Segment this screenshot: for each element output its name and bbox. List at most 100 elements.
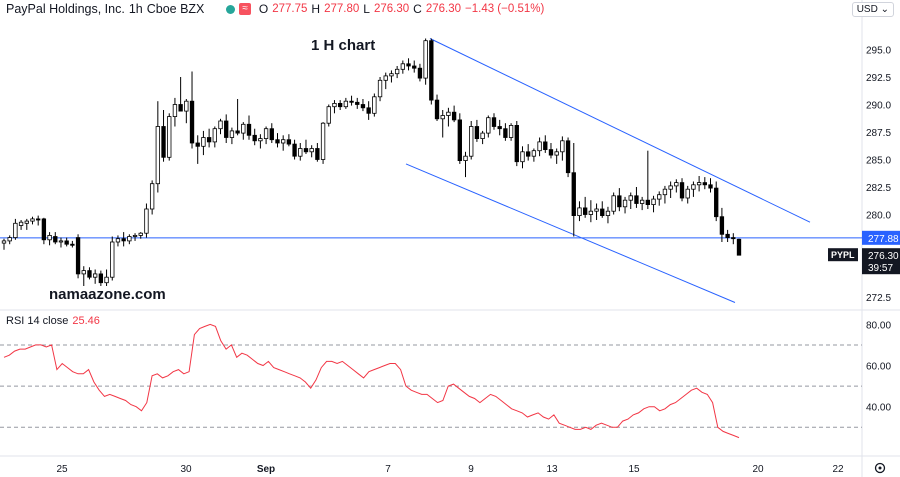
price-tick-label: 280.0 [866,211,891,222]
candle [115,235,121,247]
high-label: H [311,2,321,16]
candle [235,99,240,136]
time-tick-label: 20 [752,464,764,475]
candle-body [167,116,172,158]
candle [719,207,725,242]
candle [98,270,104,286]
candle [366,101,371,120]
candle [634,187,639,208]
candle [702,177,707,190]
candle-body [469,126,474,157]
interval-label[interactable]: 1h [128,2,143,16]
candle-body [115,238,121,243]
market-status-icon [226,4,236,14]
candle-body [195,142,200,147]
candle-body [696,182,702,186]
candle [229,127,235,145]
candle-body [241,123,246,134]
candle [406,58,411,71]
candle-body [64,240,69,245]
candle-body [514,125,519,163]
candle [286,134,292,147]
candle-body [127,236,132,242]
countdown-label: 39:57 [868,263,893,274]
candle-body [714,187,719,218]
currency-selector[interactable]: USD ⌄ [851,2,894,17]
candle-body [571,172,576,216]
candle-body [577,207,582,216]
candle [184,99,189,124]
candle [565,137,571,178]
exchange-label: Cboe BZX [146,2,205,16]
candle [508,123,514,141]
candle [298,143,303,161]
candle-body [161,126,166,158]
candle [497,119,502,136]
candle-body [121,238,126,242]
candle-body [53,236,58,243]
chevron-down-icon: ⌄ [880,4,889,15]
candle [446,107,451,127]
candle [189,71,195,149]
candle-body [47,234,52,241]
candle [389,70,394,83]
candle-body [172,104,178,118]
candle-body [526,151,531,157]
symbol-name[interactable]: PayPal Holdings, Inc. [6,2,125,16]
candle [611,192,616,215]
candle [144,203,149,238]
candle-body [446,111,451,116]
symbol-badge [828,248,858,262]
candle [292,139,297,160]
candle-body [224,120,229,138]
candle-body [674,182,679,187]
candle [58,237,64,248]
rsi-header[interactable]: RSI 14 close 25.46 [6,315,100,327]
candle [520,146,525,169]
rsi-tick-label: 40.00 [866,403,891,414]
candle-body [491,117,497,127]
candle [246,115,252,140]
candle-body [320,122,326,160]
candle-body [110,241,115,278]
candle [104,269,109,286]
candle-body [605,210,611,216]
last-price-label: 276.30 [868,251,899,262]
candle [132,233,138,241]
candle-body [258,138,263,142]
candle-body [7,237,12,242]
candle [731,233,736,245]
price-tick-label: 287.5 [866,128,891,139]
candle [400,60,406,74]
candle-body [189,100,195,144]
candle-body [252,134,257,142]
candle-body [560,140,565,153]
candle [543,135,548,153]
candle [526,144,531,161]
candle-body [18,221,24,226]
candle [70,240,75,248]
candle [537,137,542,157]
candle [451,105,457,123]
compare-icon[interactable]: ≈ [239,3,251,15]
candle [605,206,611,224]
candle-body [651,198,656,206]
candle-body [617,195,622,208]
candle [30,216,35,225]
candle [275,133,280,148]
candle-body [138,232,143,236]
candle-body [657,194,662,200]
candle [149,180,155,215]
candle-body [708,184,713,189]
candle-body [594,208,599,212]
candle [394,66,400,79]
time-tick-label: 25 [56,464,68,475]
candle-body [81,270,86,275]
chart-annotation: 1 H chart [311,37,376,54]
candle-body [389,73,394,77]
candle [92,269,98,284]
candle-body [246,123,252,136]
close-value: 276.30 [425,3,462,15]
candle-body [355,101,360,105]
